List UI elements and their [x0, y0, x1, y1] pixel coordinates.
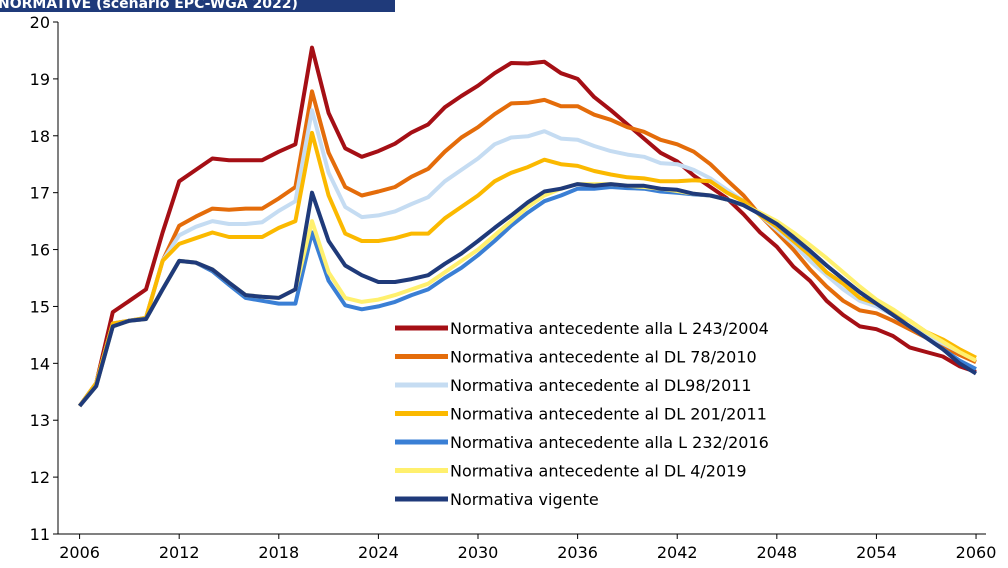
chart-title: NORMATIVE (scenario EPC-WGA 2022) — [0, 0, 298, 12]
series-line — [77, 89, 977, 408]
legend-label: Normativa antecedente alla L 232/2016 — [450, 433, 769, 452]
y-tick-label: 15 — [30, 297, 50, 316]
legend-label: Normativa vigente — [450, 490, 599, 509]
legend-label: Normativa antecedente al DL 78/2010 — [450, 348, 757, 367]
title-bar — [0, 0, 395, 12]
series-line — [77, 45, 977, 408]
x-tick-label: 2018 — [258, 543, 299, 562]
y-tick-label: 19 — [30, 70, 50, 89]
series-line — [77, 108, 977, 408]
x-tick-label: 2054 — [856, 543, 897, 562]
x-tick-label: 2030 — [458, 543, 499, 562]
x-tick-label: 2012 — [159, 543, 200, 562]
legend-label: Normativa antecedente al DL98/2011 — [450, 376, 752, 395]
x-tick-label: 2006 — [59, 543, 100, 562]
x-tick-label: 2048 — [756, 543, 797, 562]
x-tick-label: 2042 — [657, 543, 698, 562]
legend-label: Normativa antecedente alla L 243/2004 — [450, 319, 769, 338]
y-tick-label: 13 — [30, 411, 50, 430]
x-tick-label: 2036 — [557, 543, 598, 562]
y-tick-label: 17 — [30, 184, 50, 203]
y-tick-label: 20 — [30, 13, 50, 32]
y-tick-label: 14 — [30, 354, 50, 373]
y-tick-label: 11 — [30, 525, 50, 544]
y-tick-label: 18 — [30, 127, 50, 146]
x-tick-label: 2060 — [956, 543, 997, 562]
y-tick-label: 16 — [30, 241, 50, 260]
series-line — [77, 130, 977, 408]
y-tick-label: 12 — [30, 468, 50, 487]
x-tick-label: 2024 — [358, 543, 399, 562]
legend-label: Normativa antecedente al DL 201/2011 — [450, 405, 767, 424]
legend-label: Normativa antecedente al DL 4/2019 — [450, 462, 747, 481]
series-line — [78, 182, 977, 408]
series-line — [78, 182, 978, 408]
